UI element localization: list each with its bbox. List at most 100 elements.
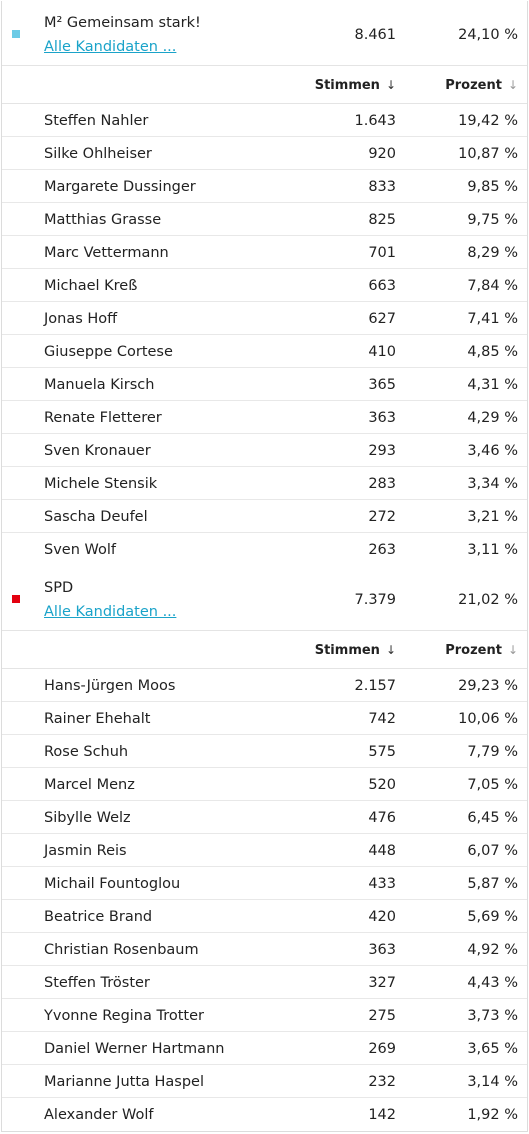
candidate-votes: 663: [368, 278, 396, 294]
arrow-down-icon: ↓: [507, 643, 518, 657]
candidate-votes: 365: [368, 377, 396, 393]
candidate-row: Christian Rosenbaum 363 4,92 %: [2, 933, 527, 966]
candidate-row: Manuela Kirsch 365 4,31 %: [2, 368, 527, 401]
candidate-votes: 833: [368, 179, 396, 195]
candidate-percent: 7,05 %: [467, 777, 518, 793]
candidate-row: Hans-Jürgen Moos 2.157 29,23 %: [2, 669, 527, 702]
candidate-row: Marc Vettermann 701 8,29 %: [2, 236, 527, 269]
candidate-name: Rose Schuh: [44, 744, 129, 760]
candidate-name: Renate Fletterer: [44, 410, 162, 426]
candidate-votes: 263: [368, 542, 396, 558]
candidate-percent: 10,87 %: [458, 146, 518, 162]
candidate-percent: 19,42 %: [458, 113, 518, 129]
percent-column-label: Prozent: [445, 643, 502, 658]
candidate-name: Margarete Dussinger: [44, 179, 196, 195]
candidate-votes: 232: [368, 1074, 396, 1090]
candidate-votes: 2.157: [354, 678, 396, 694]
candidate-votes: 363: [368, 410, 396, 426]
candidate-percent: 3,34 %: [467, 476, 518, 492]
candidate-row: Yvonne Regina Trotter 275 3,73 %: [2, 999, 527, 1032]
candidate-row: Matthias Grasse 825 9,75 %: [2, 203, 527, 236]
candidate-name: Alexander Wolf: [44, 1107, 154, 1123]
candidate-name: Sascha Deufel: [44, 509, 148, 525]
candidate-percent: 3,46 %: [467, 443, 518, 459]
percent-column-label: Prozent: [445, 78, 502, 93]
candidate-row: Jonas Hoff 627 7,41 %: [2, 302, 527, 335]
candidate-votes: 272: [368, 509, 396, 525]
candidate-row: Beatrice Brand 420 5,69 %: [2, 900, 527, 933]
candidate-name: Steffen Nahler: [44, 113, 149, 129]
candidate-percent: 3,14 %: [467, 1074, 518, 1090]
sort-by-percent-button[interactable]: Prozent ↓: [445, 78, 518, 93]
candidate-name: Michele Stensik: [44, 476, 158, 492]
candidate-percent: 6,07 %: [467, 843, 518, 859]
candidate-row: Jasmin Reis 448 6,07 %: [2, 834, 527, 867]
candidate-percent: 29,23 %: [458, 678, 518, 694]
candidate-list: Steffen Nahler 1.643 19,42 % Silke Ohlheise…: [2, 104, 527, 566]
candidate-row: Giuseppe Cortese 410 4,85 %: [2, 335, 527, 368]
candidate-row: Silke Ohlheiser 920 10,87 %: [2, 137, 527, 170]
candidate-percent: 4,31 %: [467, 377, 518, 393]
candidate-name: Marianne Jutta Haspel: [44, 1074, 205, 1090]
candidate-votes: 293: [368, 443, 396, 459]
candidate-list: Hans-Jürgen Moos 2.157 29,23 % Rainer Eheha…: [2, 669, 527, 1131]
candidate-name: Daniel Werner Hartmann: [44, 1041, 225, 1057]
candidate-name: Sibylle Welz: [44, 810, 131, 826]
candidate-row: Michail Fountoglou 433 5,87 %: [2, 867, 527, 900]
sort-by-votes-button[interactable]: Stimmen ↓: [315, 643, 396, 658]
candidate-name: Giuseppe Cortese: [44, 344, 173, 360]
party-row: M² Gemeinsam stark! Alle Kandidaten ... …: [2, 1, 527, 66]
party-color-swatch: [12, 30, 20, 38]
candidate-name: Beatrice Brand: [44, 909, 153, 925]
candidate-votes: 627: [368, 311, 396, 327]
candidate-row: Michael Kreß 663 7,84 %: [2, 269, 527, 302]
candidate-name: Steffen Tröster: [44, 975, 150, 991]
candidate-votes: 575: [368, 744, 396, 760]
candidate-row: Sascha Deufel 272 3,21 %: [2, 500, 527, 533]
candidate-row: Alexander Wolf 142 1,92 %: [2, 1098, 527, 1131]
candidate-name: Sven Kronauer: [44, 443, 151, 459]
votes-column-label: Stimmen: [314, 643, 380, 658]
candidate-row: Rainer Ehehalt 742 10,06 %: [2, 702, 527, 735]
candidate-name: Michail Fountoglou: [44, 876, 181, 892]
candidate-row: Marcel Menz 520 7,05 %: [2, 768, 527, 801]
candidate-percent: 7,41 %: [467, 311, 518, 327]
candidate-votes: 410: [368, 344, 396, 360]
candidate-percent: 7,84 %: [467, 278, 518, 294]
candidate-row: Sibylle Welz 476 6,45 %: [2, 801, 527, 834]
candidate-name: Christian Rosenbaum: [44, 942, 199, 958]
candidate-percent: 4,43 %: [467, 975, 518, 991]
all-candidates-link[interactable]: Alle Kandidaten ...: [44, 604, 177, 620]
candidate-name: Silke Ohlheiser: [44, 146, 152, 162]
candidate-row: Margarete Dussinger 833 9,85 %: [2, 170, 527, 203]
candidate-row: Rose Schuh 575 7,79 %: [2, 735, 527, 768]
all-candidates-link[interactable]: Alle Kandidaten ...: [44, 39, 177, 55]
candidate-percent: 4,85 %: [467, 344, 518, 360]
sort-by-percent-button[interactable]: Prozent ↓: [445, 643, 518, 658]
candidate-percent: 7,79 %: [467, 744, 518, 760]
candidate-name: Jonas Hoff: [44, 311, 118, 327]
candidate-row: Renate Fletterer 363 4,29 %: [2, 401, 527, 434]
party-percent: 21,02 %: [458, 592, 518, 608]
arrow-down-icon: ↓: [507, 78, 518, 92]
candidate-votes: 420: [368, 909, 396, 925]
candidate-name: Sven Wolf: [44, 542, 116, 558]
sort-by-votes-button[interactable]: Stimmen ↓: [315, 78, 396, 93]
candidate-percent: 3,65 %: [467, 1041, 518, 1057]
candidate-name: Marc Vettermann: [44, 245, 169, 261]
candidate-percent: 4,92 %: [467, 942, 518, 958]
candidate-votes: 520: [368, 777, 396, 793]
party-votes: 8.461: [354, 27, 396, 43]
candidate-votes: 433: [368, 876, 396, 892]
party-color-swatch: [12, 595, 20, 603]
candidate-name: Hans-Jürgen Moos: [44, 678, 176, 694]
candidate-row: Sven Kronauer 293 3,46 %: [2, 434, 527, 467]
candidate-votes: 269: [368, 1041, 396, 1057]
candidate-percent: 3,11 %: [467, 542, 518, 558]
candidate-row: Marianne Jutta Haspel 232 3,14 %: [2, 1065, 527, 1098]
candidate-votes: 283: [368, 476, 396, 492]
candidate-votes: 701: [368, 245, 396, 261]
candidate-votes: 448: [368, 843, 396, 859]
candidate-column-header: Stimmen ↓ Prozent ↓: [2, 66, 527, 104]
